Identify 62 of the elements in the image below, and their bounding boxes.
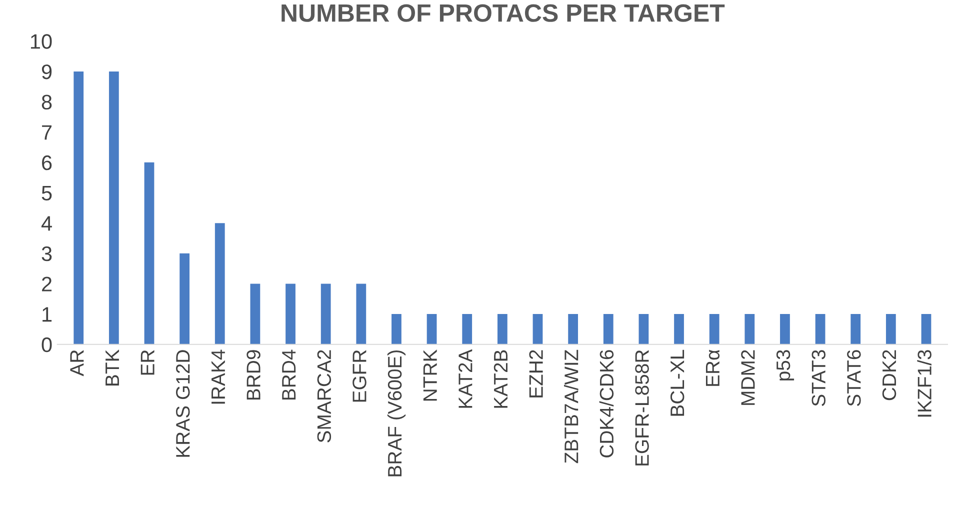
x-tick-label: ERα	[706, 350, 720, 386]
bar	[214, 223, 225, 344]
x-tick-label: IRAK4	[212, 350, 225, 404]
bar	[921, 314, 932, 344]
y-tick-label: 5	[42, 186, 52, 201]
bar	[462, 314, 472, 344]
bar	[356, 284, 366, 344]
bar	[144, 162, 154, 344]
x-tick-label: EGFR-L858R	[635, 350, 649, 466]
y-tick-label: 4	[41, 216, 52, 231]
bar	[603, 314, 614, 344]
x-tick-label: STAT6	[847, 350, 861, 406]
x-tick-label: IKZF1/3	[917, 350, 932, 417]
bar	[638, 314, 649, 344]
bar	[392, 314, 402, 344]
y-tick-label: 2	[42, 276, 52, 292]
bar	[744, 314, 755, 344]
x-tick-label: KAT2B	[494, 350, 508, 408]
bar	[674, 314, 684, 344]
y-tick-label: 9	[42, 64, 52, 80]
x-tick-label: KRAS G12D	[176, 350, 190, 457]
x-tick-label: BRD9	[246, 350, 260, 400]
x-tick-label: EGFR	[352, 350, 366, 402]
y-tick-label: 7	[42, 125, 52, 140]
x-tick-label: STAT3	[812, 350, 826, 406]
bar	[497, 314, 508, 344]
x-tick-label: BTK	[106, 349, 119, 386]
bar	[180, 253, 190, 344]
bar	[532, 314, 543, 344]
bar	[426, 314, 437, 344]
x-tick-label: NTRK	[423, 349, 437, 401]
x-tick-label: BRAF (V600E)	[387, 350, 406, 476]
x-tick-label: BCL-XL	[670, 350, 684, 416]
x-tick-label: EZH2	[529, 350, 543, 398]
y-tick-label: 1	[42, 307, 52, 322]
x-tick-label: AR	[70, 350, 84, 376]
x-tick-label: ER	[140, 350, 154, 375]
bar	[886, 314, 896, 344]
x-tick-label: BRD4	[282, 350, 296, 400]
x-tick-label: p53	[776, 350, 794, 380]
bar	[250, 284, 260, 344]
bar	[709, 314, 720, 344]
y-tick-label: 3	[42, 246, 52, 262]
x-tick-label: ZBTB7A/WIZ	[564, 350, 578, 464]
bar	[108, 71, 119, 344]
x-tick-label: KAT2A	[458, 349, 472, 408]
y-tick-label: 8	[42, 94, 52, 110]
y-tick-label: 6	[42, 155, 52, 170]
bar	[780, 314, 790, 344]
bar	[850, 314, 861, 344]
bar	[74, 71, 84, 344]
x-tick-label: CDK4/CDK6	[599, 350, 614, 458]
y-tick-label: 10	[30, 34, 52, 49]
x-tick-label: MDM2	[741, 350, 755, 405]
bar	[320, 284, 331, 344]
x-tick-label: CDK2	[882, 350, 896, 400]
bar	[286, 284, 296, 344]
bar	[815, 314, 826, 344]
bar	[568, 314, 578, 344]
chart-title: NUMBER OF PROTACS PER TARGET	[282, 4, 725, 22]
x-tick-label: SMARCA2	[317, 350, 332, 442]
y-tick-label: 0	[42, 337, 52, 352]
